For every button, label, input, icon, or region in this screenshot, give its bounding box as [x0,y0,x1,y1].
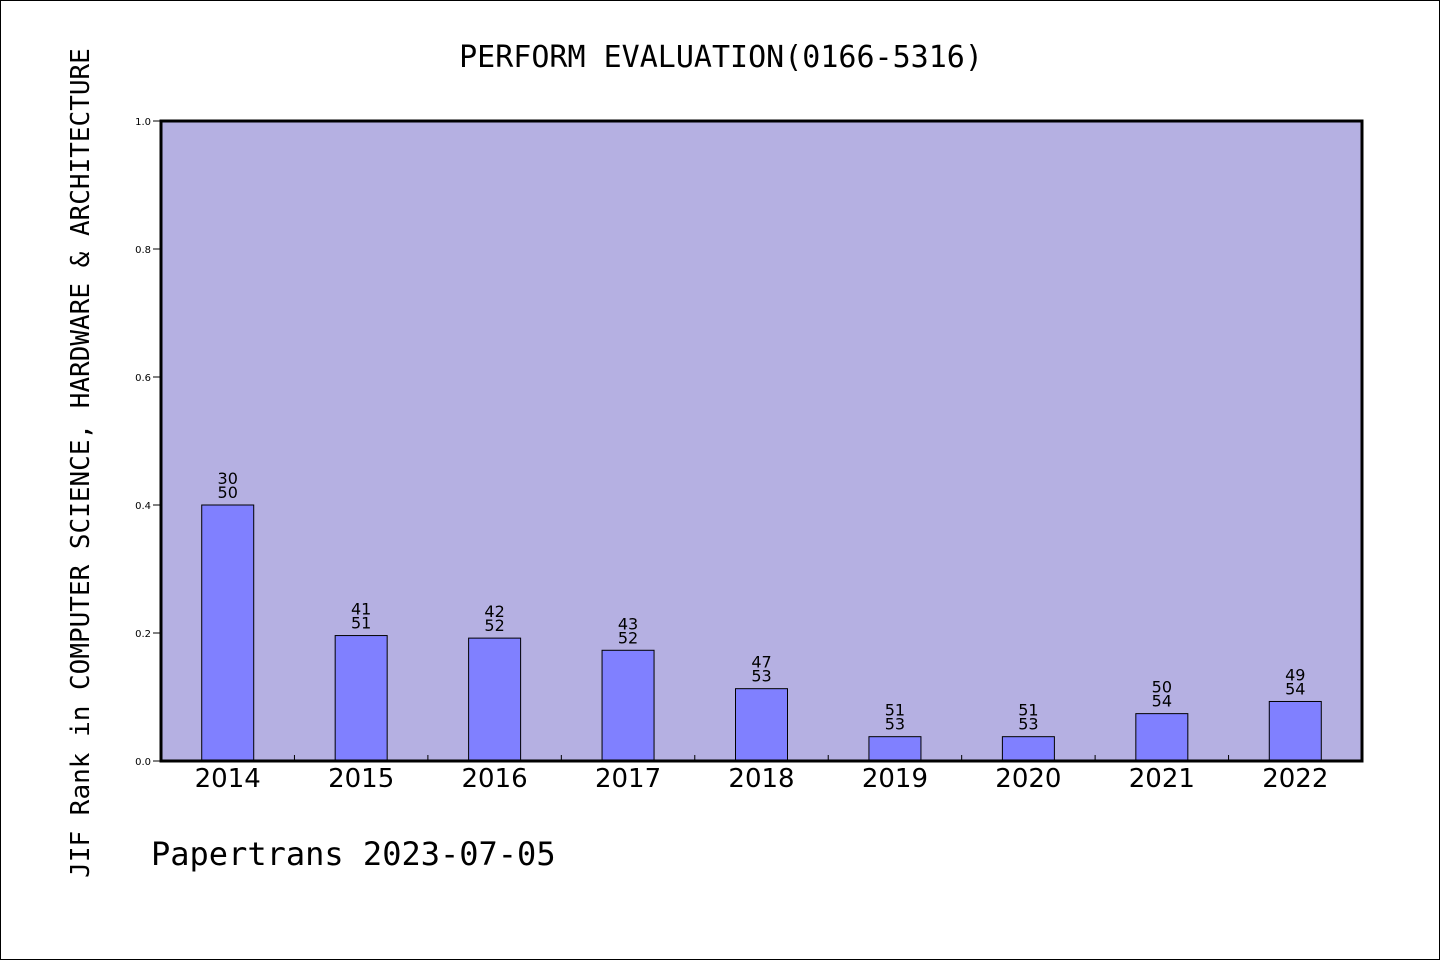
y-tick-label-0.4: 0.4 [135,501,151,512]
bar-total-label-2020: 53 [1018,715,1038,734]
bar-rank-label-2014: 30 [218,469,238,488]
bar-2017 [601,649,655,762]
bar-total-label-2019: 53 [885,715,905,734]
bar-2014 [201,504,255,762]
bar-2018 [735,688,788,762]
bar-2021 [1135,713,1189,762]
y-axis: 0.0 0.2 0.4 0.6 0.8 1.0 [135,117,161,768]
bar-rank-label-2019: 51 [885,701,905,720]
bar-rank-label-2015: 41 [351,600,371,619]
plot-border [159,119,1364,763]
x-tick-label-2019: 2019 [862,764,928,794]
bar-total-label-2017: 52 [618,628,638,647]
bar-total-label-2014: 50 [218,483,238,502]
bar-rank-label-2020: 51 [1018,701,1038,720]
y-axis-label: JIF Rank in COMPUTER SCIENCE, HARDWARE &… [66,48,96,878]
x-tick-label-2020: 2020 [995,764,1061,794]
bar-rank-label-2018: 47 [751,653,771,672]
bar-total-label-2015: 51 [351,614,371,633]
bar-total-label-2021: 54 [1152,692,1172,711]
bar-rank-label-2022: 49 [1285,665,1305,684]
y-tick-label-0.0: 0.0 [135,757,151,768]
footer-text: Papertrans 2023-07-05 [151,835,556,873]
bar-rank-label-2021: 50 [1152,678,1172,697]
bar-total-label-2022: 54 [1285,679,1305,698]
x-tick-label-2017: 2017 [595,764,661,794]
bar-rank-label-2016: 42 [484,602,504,621]
chart-title: PERFORM EVALUATION(0166-5316) [459,40,983,75]
y-tick-label-0.6: 0.6 [135,373,151,384]
bar-2019 [868,736,922,762]
bar-total-label-2018: 53 [751,667,771,686]
bar-rank-label-2017: 43 [618,614,638,633]
x-tick-label-2015: 2015 [328,764,394,794]
x-tick-label-2022: 2022 [1262,764,1328,794]
x-tick-label-2018: 2018 [728,764,794,794]
y-tick-label-0.2: 0.2 [135,629,151,640]
y-tick-label-1.0: 1.0 [135,117,151,128]
bar-2020 [1001,736,1055,762]
y-tick-label-0.8: 0.8 [135,245,151,256]
bar-2015 [334,635,388,762]
bar-total-label-2016: 52 [484,616,504,635]
bar-2016 [468,637,522,762]
x-tick-label-2014: 2014 [195,764,261,794]
x-tick-label-2021: 2021 [1129,764,1195,794]
x-axis: 2014 2015 2016 2017 2018 2019 2020 2021 2022 [195,755,1328,794]
bar-2022 [1268,700,1322,762]
x-tick-label-2016: 2016 [462,764,528,794]
